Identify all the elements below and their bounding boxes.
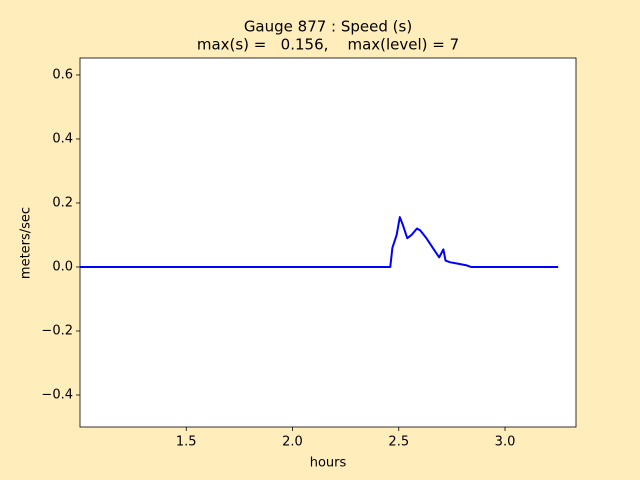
plot-area: [79, 57, 577, 428]
y-tick-label: 0.0: [52, 259, 73, 274]
y-tick-label: 0.4: [52, 131, 73, 146]
x-tick-label: 2.5: [388, 435, 409, 450]
y-tick-label: 0.2: [52, 195, 73, 210]
chart-subtitle: max(s) = 0.156, max(level) = 7: [197, 36, 459, 54]
data-line: [80, 216, 559, 268]
y-axis-label: meters/sec: [19, 207, 34, 279]
y-tick-label: −0.2: [41, 323, 73, 338]
x-tick-label: 3.0: [495, 435, 516, 450]
x-axis-label: hours: [310, 456, 347, 471]
y-tick-label: 0.6: [52, 67, 73, 82]
y-tick-label: −0.4: [41, 387, 73, 402]
x-tick-label: 1.5: [176, 435, 197, 450]
x-tick-label: 2.0: [282, 435, 303, 450]
chart-title: Gauge 877 : Speed (s): [244, 18, 412, 36]
